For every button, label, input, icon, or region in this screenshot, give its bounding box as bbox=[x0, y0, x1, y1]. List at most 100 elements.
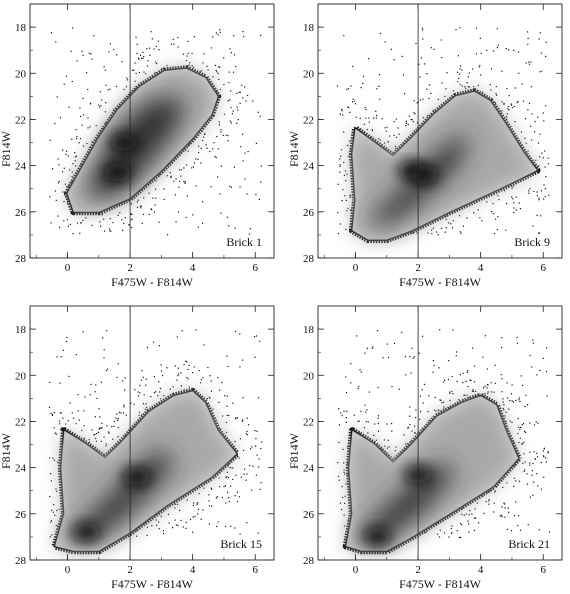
density-peak bbox=[109, 133, 138, 152]
star-dot bbox=[234, 227, 236, 229]
star-dot bbox=[509, 420, 511, 422]
star-dot bbox=[218, 66, 220, 68]
star-dot bbox=[513, 514, 516, 517]
star-dot bbox=[513, 49, 515, 51]
star-dot bbox=[456, 530, 458, 532]
star-dot bbox=[366, 128, 368, 131]
star-dot bbox=[463, 514, 465, 516]
star-dot bbox=[157, 40, 159, 42]
star-dot bbox=[211, 488, 213, 490]
star-dot bbox=[232, 402, 234, 404]
star-dot bbox=[506, 115, 508, 118]
star-dot bbox=[69, 223, 71, 226]
star-dot bbox=[391, 386, 393, 388]
star-dot bbox=[508, 408, 510, 410]
star-dot bbox=[177, 46, 179, 48]
star-dot bbox=[123, 404, 125, 406]
star-dot bbox=[384, 445, 386, 447]
star-dot bbox=[242, 419, 244, 421]
star-dot bbox=[49, 196, 51, 198]
star-dot bbox=[531, 113, 533, 115]
star-dot bbox=[160, 398, 162, 400]
star-dot bbox=[529, 464, 531, 466]
star-dot bbox=[459, 73, 461, 75]
star-dot bbox=[434, 110, 436, 112]
star-dot bbox=[353, 126, 355, 128]
star-dot bbox=[432, 109, 434, 111]
star-dot bbox=[484, 392, 486, 395]
star-dot bbox=[502, 486, 504, 488]
star-dot bbox=[122, 412, 125, 414]
star-dot bbox=[365, 109, 367, 111]
star-dot bbox=[76, 222, 79, 224]
star-dot bbox=[445, 88, 447, 90]
star-dot bbox=[178, 373, 180, 375]
star-dot bbox=[345, 417, 347, 419]
star-dot bbox=[350, 363, 352, 365]
star-dot bbox=[538, 232, 540, 234]
star-dot bbox=[66, 186, 68, 188]
star-dot bbox=[519, 529, 522, 531]
star-dot bbox=[518, 72, 520, 74]
star-dot bbox=[482, 356, 484, 358]
star-dot bbox=[108, 431, 110, 433]
star-dot bbox=[343, 514, 345, 516]
star-dot bbox=[71, 175, 73, 178]
star-dot bbox=[546, 347, 548, 349]
star-dot bbox=[204, 133, 206, 136]
star-dot bbox=[178, 169, 181, 171]
star-dot bbox=[347, 88, 350, 90]
star-dot bbox=[449, 407, 451, 409]
star-dot bbox=[99, 91, 101, 93]
star-dot bbox=[438, 410, 440, 412]
star-dot bbox=[345, 376, 347, 378]
star-dot bbox=[496, 94, 498, 96]
star-dot bbox=[192, 166, 194, 168]
star-dot bbox=[517, 426, 520, 428]
star-dot bbox=[512, 185, 514, 188]
star-dot bbox=[494, 102, 496, 104]
star-dot bbox=[219, 29, 221, 31]
star-dot bbox=[163, 533, 165, 535]
star-dot bbox=[124, 434, 126, 437]
star-dot bbox=[536, 452, 538, 454]
star-dot bbox=[49, 457, 51, 459]
star-dot bbox=[525, 394, 527, 397]
star-dot bbox=[345, 180, 347, 182]
star-dot bbox=[478, 522, 480, 524]
star-dot bbox=[50, 480, 52, 482]
star-dot bbox=[249, 228, 251, 230]
star-dot bbox=[158, 381, 160, 383]
star-dot bbox=[379, 98, 381, 100]
star-dot bbox=[209, 375, 211, 377]
star-dot bbox=[247, 94, 249, 97]
star-dot bbox=[451, 525, 453, 527]
star-dot bbox=[210, 47, 213, 49]
star-dot bbox=[343, 35, 345, 37]
star-dot bbox=[533, 424, 536, 426]
star-dot bbox=[174, 503, 176, 506]
star-dot bbox=[398, 133, 400, 135]
star-dot bbox=[474, 517, 476, 519]
star-dot bbox=[154, 72, 156, 74]
star-dot bbox=[97, 431, 100, 433]
star-dot bbox=[340, 155, 342, 157]
star-dot bbox=[505, 48, 507, 50]
star-dot bbox=[163, 198, 165, 200]
star-dot bbox=[527, 404, 529, 406]
star-dot bbox=[393, 134, 395, 136]
star-dot bbox=[74, 152, 76, 154]
star-dot bbox=[538, 38, 540, 40]
star-dot bbox=[90, 383, 92, 385]
star-dot bbox=[413, 100, 415, 102]
star-dot bbox=[467, 385, 469, 388]
star-dot bbox=[546, 395, 548, 397]
star-dot bbox=[153, 392, 155, 394]
star-dot bbox=[174, 194, 177, 196]
star-dot bbox=[50, 521, 52, 523]
star-dot bbox=[79, 232, 81, 234]
star-dot bbox=[246, 522, 248, 524]
star-dot bbox=[183, 364, 185, 366]
star-dot bbox=[108, 228, 111, 230]
